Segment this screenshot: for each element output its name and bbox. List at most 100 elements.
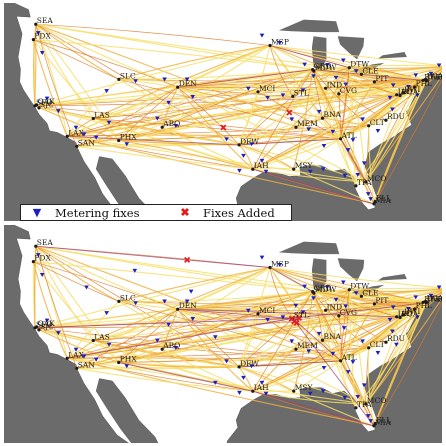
airport-code-label: SEA <box>37 16 54 25</box>
flight-route <box>177 86 254 170</box>
airport-marker <box>424 79 428 83</box>
flight-route <box>161 309 179 350</box>
airport-marker <box>91 116 95 121</box>
flight-route <box>325 78 426 89</box>
metering-fix-marker <box>133 301 138 306</box>
flight-route <box>32 261 68 359</box>
airport-code-label: MIA <box>375 196 392 205</box>
airport-code-label: RDU <box>387 112 405 121</box>
flight-route <box>93 117 253 170</box>
metering-fix-marker <box>190 316 196 321</box>
metering-fix-marker <box>39 51 45 55</box>
flight-route <box>365 95 401 183</box>
metering-fix-marker <box>428 71 434 76</box>
airport-code-label: CLE <box>362 288 378 297</box>
flight-route <box>118 86 178 141</box>
airport-code-label: MCI <box>259 306 275 315</box>
metering-fix-marker <box>390 329 395 334</box>
airport-code-label: PHX <box>120 133 138 142</box>
airport-marker <box>31 38 35 42</box>
metering-fix-marker <box>73 125 79 130</box>
metering-fix-marker <box>355 395 361 400</box>
metering-fix-marker <box>343 82 349 87</box>
airport-code-label: IND <box>327 302 343 311</box>
metering-fix-marker <box>307 391 313 396</box>
added-fix-marker <box>184 256 191 263</box>
airport-marker <box>413 85 417 89</box>
metering-fix-marker <box>237 390 242 395</box>
metering-fix-marker <box>259 33 265 38</box>
airport-code-label: DFW <box>240 137 259 146</box>
added-fix-marker <box>293 319 300 326</box>
flight-route <box>118 266 271 302</box>
airport-code-label: LAS <box>94 111 110 120</box>
flight-route <box>340 67 350 139</box>
airport-marker <box>117 299 121 303</box>
metering-fix-marker <box>133 79 138 84</box>
metering-fix-marker <box>265 317 270 322</box>
airport-marker <box>364 402 368 406</box>
airport-marker <box>347 66 351 70</box>
metering-fix-marker <box>155 338 160 343</box>
red-x-icon: ✖ <box>180 206 190 219</box>
great-lake <box>278 19 340 33</box>
metering-fix-marker <box>340 280 346 285</box>
flight-route <box>373 79 442 205</box>
metering-fix-marker <box>306 127 311 132</box>
metering-fix-marker <box>155 116 160 121</box>
airport-marker <box>421 78 425 82</box>
airport-code-label: CVG <box>340 86 357 95</box>
airport-marker <box>292 167 296 171</box>
metering-fix-marker <box>246 86 251 91</box>
metering-fix-marker <box>333 75 339 80</box>
metering-fix-marker <box>166 100 171 105</box>
flight-route <box>312 291 404 316</box>
flight-route <box>325 88 342 139</box>
airport-code-label: IND <box>327 80 343 89</box>
legend-entry-fixes-added: ✖ Fixes Added <box>169 206 274 220</box>
airport-code-label: SAN <box>78 360 96 369</box>
airport-marker <box>339 359 343 363</box>
flight-route <box>238 267 271 368</box>
metering-fix-marker <box>302 62 307 67</box>
airport-marker <box>384 340 388 344</box>
flight-route <box>177 86 293 97</box>
airport-marker <box>320 116 325 120</box>
metering-fix-marker <box>341 326 347 331</box>
metering-fix-marker <box>320 389 326 394</box>
airport-code-label: OAK <box>38 97 56 106</box>
flight-route <box>321 340 341 362</box>
flight-route <box>252 316 397 392</box>
great-lake <box>311 258 327 294</box>
airport-marker <box>324 86 328 90</box>
flight-route <box>322 117 341 140</box>
metering-fix-marker <box>35 31 41 36</box>
metering-fix-marker <box>44 318 50 323</box>
metering-fix-marker <box>259 380 265 385</box>
highlighted-flow <box>177 308 293 319</box>
airport-marker <box>384 118 388 122</box>
flight-route <box>373 301 442 427</box>
airport-code-label: LAX <box>68 350 84 359</box>
flight-route <box>269 44 442 67</box>
airport-code-label: TPA <box>357 178 372 187</box>
airport-code-label: STL <box>294 310 309 319</box>
airport-marker <box>31 260 35 264</box>
metering-fix-marker <box>350 138 356 143</box>
flight-route <box>93 118 341 140</box>
metering-fix-marker <box>224 359 229 364</box>
metering-fix-marker <box>56 331 61 336</box>
flight-route <box>35 246 78 369</box>
flight-route <box>76 145 253 170</box>
airport-code-label: PDX <box>34 32 51 41</box>
airport-marker <box>359 72 363 76</box>
metering-fix-marker <box>184 299 190 304</box>
airport-code-label: ATL <box>341 131 357 140</box>
airport-marker <box>372 80 376 84</box>
flight-route <box>340 119 387 140</box>
flight-route <box>238 291 314 368</box>
airport-marker <box>337 92 341 96</box>
flight-route <box>385 79 427 121</box>
metering-fix-marker <box>249 142 254 147</box>
